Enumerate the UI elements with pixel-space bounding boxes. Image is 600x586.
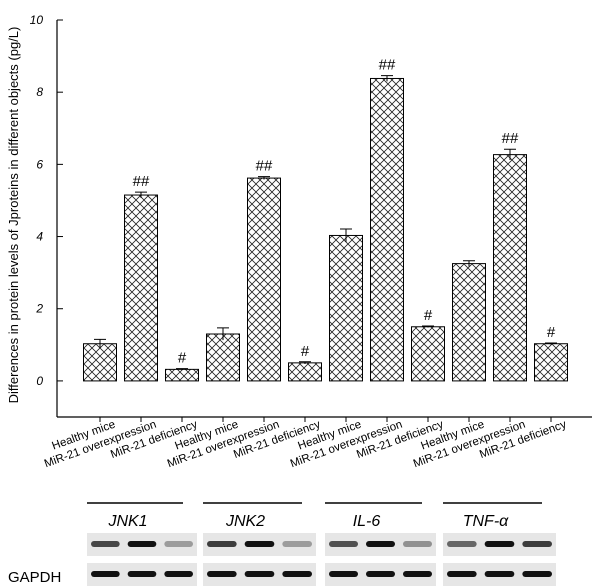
loading-control-label: GAPDH xyxy=(8,569,61,586)
error-bar xyxy=(422,325,434,328)
band xyxy=(164,541,193,547)
band xyxy=(244,541,275,547)
band xyxy=(366,571,395,577)
bar xyxy=(206,333,240,382)
band xyxy=(91,541,120,547)
error-bar xyxy=(176,368,188,371)
significance-mark: # xyxy=(301,343,310,360)
band xyxy=(522,541,552,547)
error-bar xyxy=(504,148,516,161)
band xyxy=(329,541,358,547)
protein-label: JNK2 xyxy=(225,513,265,530)
error-bar xyxy=(94,338,106,349)
protein-label: TNF-α xyxy=(463,513,509,530)
band xyxy=(447,541,477,547)
band xyxy=(403,571,432,577)
bar xyxy=(452,263,486,382)
significance-mark: ## xyxy=(133,173,150,190)
bar xyxy=(534,343,568,382)
band xyxy=(244,571,275,577)
error-bar xyxy=(299,361,311,364)
band xyxy=(484,571,515,577)
y-tick-label: 4 xyxy=(36,230,43,244)
bar xyxy=(493,154,527,382)
bar xyxy=(370,77,404,382)
y-axis-label: Differences in protein levels of Jprotei… xyxy=(6,27,21,404)
error-bar xyxy=(217,327,229,341)
band xyxy=(484,541,515,547)
band xyxy=(447,571,477,577)
error-bar xyxy=(381,75,393,82)
error-bar xyxy=(135,191,147,198)
bar xyxy=(288,362,322,382)
band xyxy=(329,571,358,577)
error-bar xyxy=(258,176,270,180)
band xyxy=(403,541,432,547)
band xyxy=(282,541,312,547)
y-tick-label: 10 xyxy=(30,13,44,27)
bar xyxy=(83,343,117,382)
band xyxy=(207,541,237,547)
bar xyxy=(124,194,158,382)
band xyxy=(207,571,237,577)
error-bar xyxy=(340,228,352,242)
significance-mark: # xyxy=(424,307,433,324)
protein-label: JNK1 xyxy=(107,513,147,530)
error-bar xyxy=(545,342,557,345)
error-bar xyxy=(463,260,475,267)
bar xyxy=(165,368,199,382)
band xyxy=(91,571,120,577)
bar xyxy=(411,326,445,382)
band xyxy=(366,541,395,547)
band xyxy=(522,571,552,577)
y-tick-label: 2 xyxy=(35,302,43,316)
protein-label: IL-6 xyxy=(353,513,381,530)
y-tick-label: 0 xyxy=(36,374,43,388)
significance-mark: ## xyxy=(256,158,273,175)
bar xyxy=(247,177,281,382)
band xyxy=(127,541,157,547)
significance-mark: # xyxy=(178,350,187,367)
y-tick-label: 8 xyxy=(36,85,43,99)
band xyxy=(127,571,157,577)
significance-mark: ## xyxy=(379,57,396,74)
significance-mark: # xyxy=(547,324,556,341)
band xyxy=(282,571,312,577)
significance-mark: ## xyxy=(502,130,519,147)
y-tick-label: 6 xyxy=(36,157,43,171)
band xyxy=(164,571,193,577)
bar xyxy=(329,234,363,382)
